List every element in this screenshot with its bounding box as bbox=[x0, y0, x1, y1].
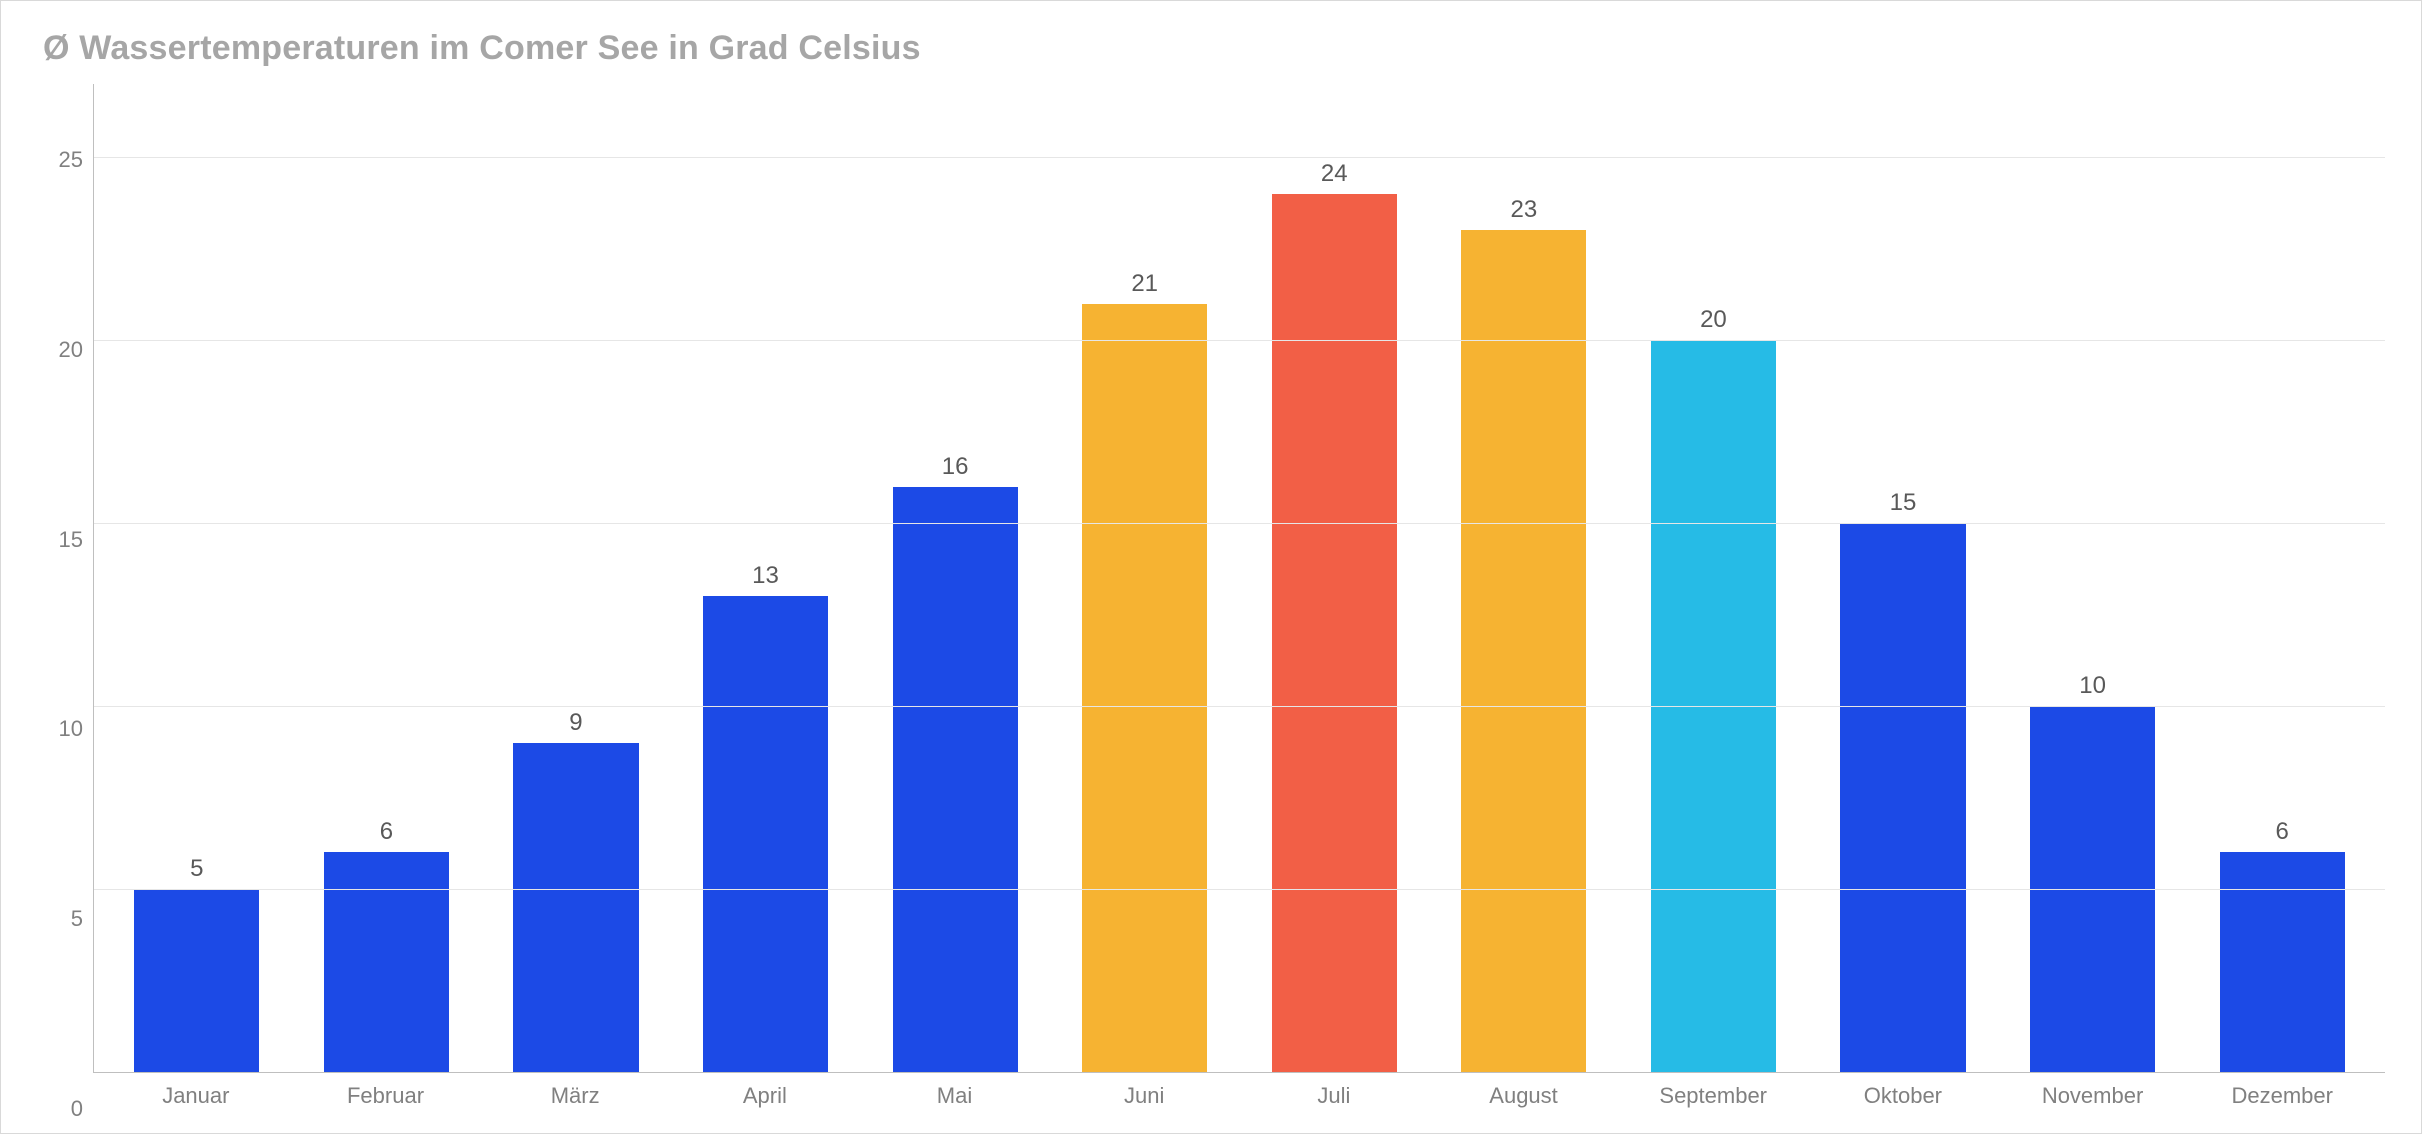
chart-title: Ø Wassertemperaturen im Comer See in Gra… bbox=[43, 29, 2385, 68]
bar-slot: 5 bbox=[102, 84, 292, 1072]
plot-area: 5 6 9 13 16 21 24 23 20 15 10 6 bbox=[93, 84, 2385, 1073]
bar-slot: 23 bbox=[1429, 84, 1619, 1072]
bar-slot: 6 bbox=[2187, 84, 2377, 1072]
bar-value-label: 13 bbox=[752, 562, 779, 590]
bar-value-label: 24 bbox=[1321, 160, 1348, 188]
bar bbox=[2220, 852, 2345, 1072]
y-axis: 0510152025 bbox=[37, 84, 93, 1109]
bar-value-label: 5 bbox=[190, 855, 203, 883]
bar bbox=[1272, 194, 1397, 1072]
y-tick-label: 0 bbox=[71, 1096, 83, 1122]
x-axis: JanuarFebruarMärzAprilMaiJuniJuliAugustS… bbox=[93, 1073, 2385, 1109]
bar-slot: 15 bbox=[1808, 84, 1998, 1072]
bar bbox=[703, 596, 828, 1072]
plot-column: 5 6 9 13 16 21 24 23 20 15 10 6 JanuarFebruarMärzAp… bbox=[93, 84, 2385, 1109]
y-tick-label: 25 bbox=[59, 147, 83, 173]
x-tick-label: April bbox=[670, 1083, 860, 1109]
gridline bbox=[94, 340, 2385, 341]
bar-slot: 21 bbox=[1050, 84, 1240, 1072]
x-tick-label: Juni bbox=[1049, 1083, 1239, 1109]
x-tick-label: Dezember bbox=[2187, 1083, 2377, 1109]
gridline bbox=[94, 523, 2385, 524]
bar bbox=[513, 743, 638, 1072]
bars-container: 5 6 9 13 16 21 24 23 20 15 10 6 bbox=[94, 84, 2385, 1072]
bar-value-label: 20 bbox=[1700, 306, 1727, 334]
x-tick-label: August bbox=[1429, 1083, 1619, 1109]
bar bbox=[324, 852, 449, 1072]
x-tick-label: März bbox=[480, 1083, 670, 1109]
bar-value-label: 16 bbox=[942, 453, 969, 481]
bar-slot: 6 bbox=[292, 84, 482, 1072]
bar-value-label: 21 bbox=[1131, 270, 1158, 298]
bar-value-label: 6 bbox=[2275, 818, 2288, 846]
y-tick-label: 5 bbox=[71, 906, 83, 932]
gridline bbox=[94, 889, 2385, 890]
gridline bbox=[94, 157, 2385, 158]
bar-value-label: 23 bbox=[1510, 196, 1537, 224]
bar-slot: 24 bbox=[1239, 84, 1429, 1072]
x-tick-label: Mai bbox=[860, 1083, 1050, 1109]
bar bbox=[1840, 523, 1965, 1072]
x-tick-label: Oktober bbox=[1808, 1083, 1998, 1109]
bar bbox=[1082, 304, 1207, 1072]
x-tick-label: Januar bbox=[101, 1083, 291, 1109]
x-tick-label: Februar bbox=[291, 1083, 481, 1109]
bar-value-label: 9 bbox=[569, 709, 582, 737]
bar-slot: 20 bbox=[1619, 84, 1809, 1072]
bar bbox=[134, 889, 259, 1072]
bar bbox=[1461, 230, 1586, 1072]
bar-slot: 13 bbox=[671, 84, 861, 1072]
x-tick-label: September bbox=[1618, 1083, 1808, 1109]
bar bbox=[893, 487, 1018, 1072]
bar-value-label: 6 bbox=[380, 818, 393, 846]
gridline bbox=[94, 706, 2385, 707]
y-tick-label: 10 bbox=[59, 716, 83, 742]
y-tick-label: 20 bbox=[59, 337, 83, 363]
y-tick-label: 15 bbox=[59, 527, 83, 553]
bar-slot: 9 bbox=[481, 84, 671, 1072]
bar-value-label: 15 bbox=[1890, 489, 1917, 517]
x-tick-label: Juli bbox=[1239, 1083, 1429, 1109]
chart-frame: Ø Wassertemperaturen im Comer See in Gra… bbox=[0, 0, 2422, 1134]
bar-slot: 16 bbox=[860, 84, 1050, 1072]
chart-body: 0510152025 56913162124232015106 JanuarFe… bbox=[37, 84, 2385, 1109]
bar-value-label: 10 bbox=[2079, 672, 2106, 700]
x-tick-label: November bbox=[1998, 1083, 2188, 1109]
bar-slot: 10 bbox=[1998, 84, 2188, 1072]
